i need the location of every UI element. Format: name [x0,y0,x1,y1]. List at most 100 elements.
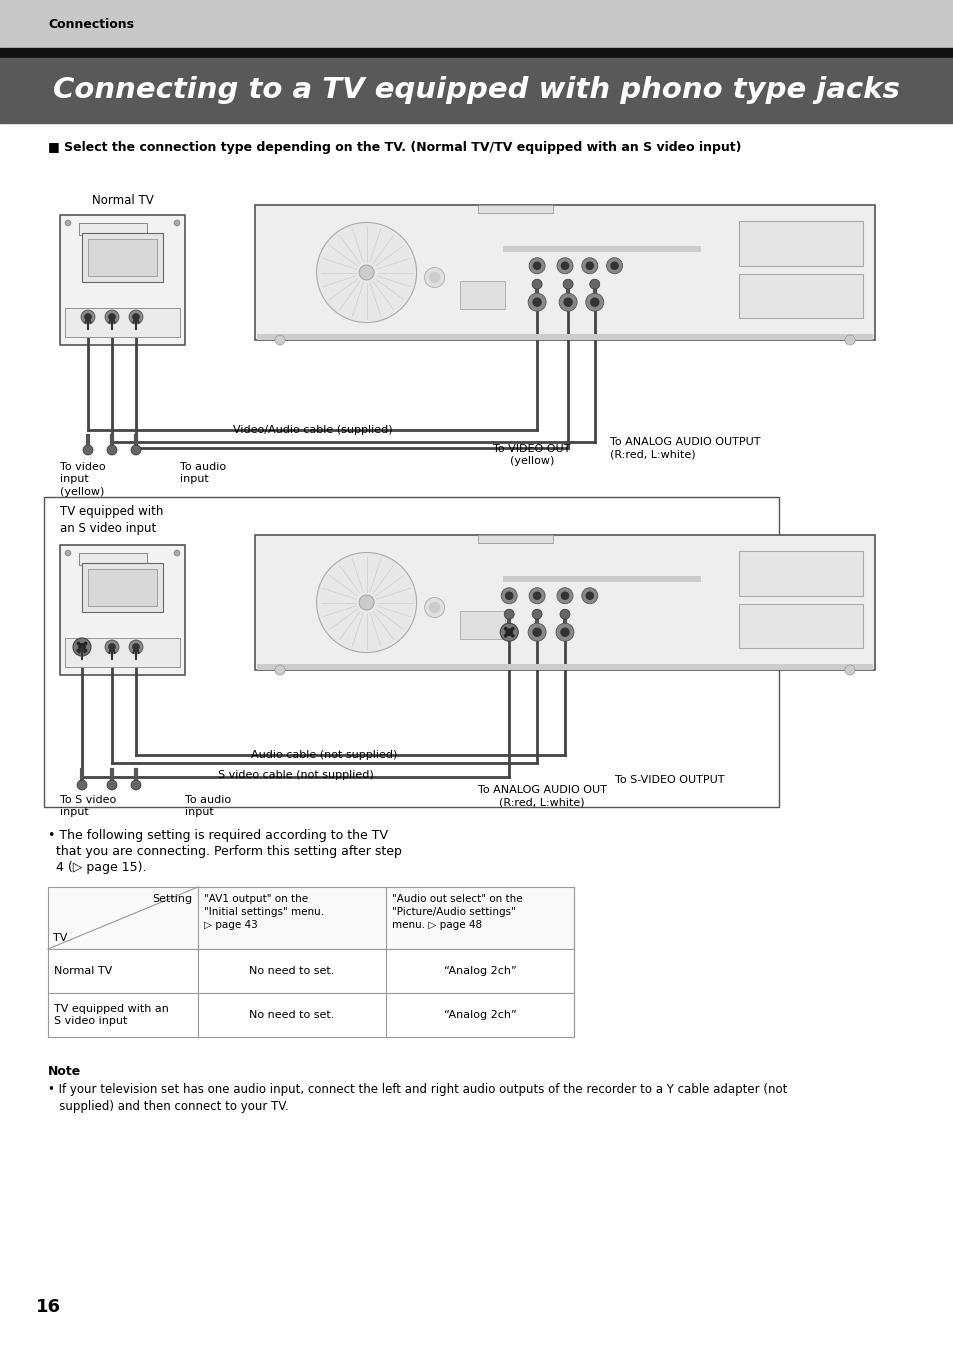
Circle shape [532,279,541,289]
Circle shape [84,649,87,652]
Text: Note: Note [48,1065,81,1079]
Bar [88,568,157,606]
Text: Normal TV: Normal TV [91,194,153,207]
Text: Setting: Setting [152,894,192,904]
Text: 16: 16 [36,1297,61,1316]
Circle shape [511,634,514,637]
Circle shape [529,587,544,603]
Text: No need to set.: No need to set. [249,1010,335,1021]
Circle shape [131,446,141,455]
Text: 4 (▷ page 15).: 4 (▷ page 15). [48,861,147,873]
Circle shape [105,640,119,653]
Circle shape [558,293,577,312]
Circle shape [505,629,512,636]
Bar [459,281,504,309]
Circle shape [109,644,115,651]
Text: TV equipped with an
S video input: TV equipped with an S video input [54,1004,169,1026]
Bar [738,274,862,319]
Circle shape [429,602,439,613]
Bar [82,563,163,613]
Circle shape [560,628,568,636]
Circle shape [429,273,439,282]
Text: No need to set.: No need to set. [249,967,335,976]
Circle shape [589,279,599,289]
Bar [44,497,779,807]
Text: ■ Select the connection type depending on the TV. (Normal TV/TV equipped with an: ■ Select the connection type depending o… [48,140,740,154]
Circle shape [557,258,573,274]
Bar [459,610,504,639]
Circle shape [107,446,117,455]
Circle shape [84,643,87,645]
Circle shape [132,313,139,320]
Circle shape [505,593,513,599]
Bar [48,887,574,949]
Bar [502,246,700,252]
Circle shape [77,649,80,652]
Bar [502,576,700,582]
Circle shape [85,313,91,320]
Bar [254,535,874,670]
Circle shape [358,265,374,279]
Circle shape [73,639,91,656]
Circle shape [590,298,598,306]
Text: Connections: Connections [48,18,133,31]
Bar [60,545,185,675]
Circle shape [559,609,569,620]
Circle shape [79,644,85,651]
Text: To audio
input: To audio input [180,462,226,485]
Circle shape [131,780,141,790]
Text: • The following setting is required according to the TV: • The following setting is required acco… [48,829,388,842]
Bar [82,234,163,282]
Bar [0,58,953,123]
Circle shape [316,223,416,323]
Bar [65,639,180,667]
Circle shape [500,587,517,603]
Circle shape [844,335,854,346]
Circle shape [585,262,593,270]
Bar [738,551,862,595]
Circle shape [560,593,568,599]
Bar [65,308,180,338]
Circle shape [105,310,119,324]
Circle shape [606,258,622,274]
Circle shape [610,262,618,270]
Circle shape [585,293,603,312]
Circle shape [560,262,568,270]
Circle shape [504,628,506,630]
Circle shape [504,609,514,620]
Text: To VIDEO OUT
(yellow): To VIDEO OUT (yellow) [493,444,570,466]
Circle shape [173,549,180,556]
Circle shape [563,298,572,306]
Text: To ANALOG AUDIO OUT
(R:red, L:white): To ANALOG AUDIO OUT (R:red, L:white) [477,784,606,807]
Text: To S video
input: To S video input [60,795,116,817]
Text: S video cable (not supplied): S video cable (not supplied) [217,769,373,780]
Circle shape [499,624,517,641]
Text: “Analog 2ch”: “Analog 2ch” [443,967,516,976]
Bar [738,221,862,266]
Circle shape [129,310,143,324]
Text: Video/Audio cable (supplied): Video/Audio cable (supplied) [233,425,392,435]
Text: Audio cable (not supplied): Audio cable (not supplied) [251,751,397,760]
Circle shape [557,587,573,603]
Circle shape [585,593,593,599]
Text: "AV1 output" on the
"Initial settings" menu.
▷ page 43: "AV1 output" on the "Initial settings" m… [204,894,324,930]
Text: “Analog 2ch”: “Analog 2ch” [443,1010,516,1021]
Circle shape [528,293,545,312]
Text: TV: TV [53,933,68,944]
Bar [254,205,874,340]
Text: Connecting to a TV equipped with phono type jacks: Connecting to a TV equipped with phono t… [53,77,900,104]
Circle shape [844,666,854,675]
Circle shape [173,220,180,225]
Circle shape [65,549,71,556]
Text: To ANALOG AUDIO OUTPUT
(R:red, L:white): To ANALOG AUDIO OUTPUT (R:red, L:white) [609,437,760,459]
Circle shape [562,279,573,289]
Circle shape [81,310,95,324]
Circle shape [533,298,540,306]
Circle shape [274,335,285,346]
Circle shape [504,634,506,637]
Circle shape [533,628,540,636]
Bar [0,49,953,58]
Circle shape [556,624,574,641]
Text: "Audio out select" on the
"Picture/Audio settings"
menu. ▷ page 48: "Audio out select" on the "Picture/Audio… [392,894,522,930]
Circle shape [424,267,444,288]
